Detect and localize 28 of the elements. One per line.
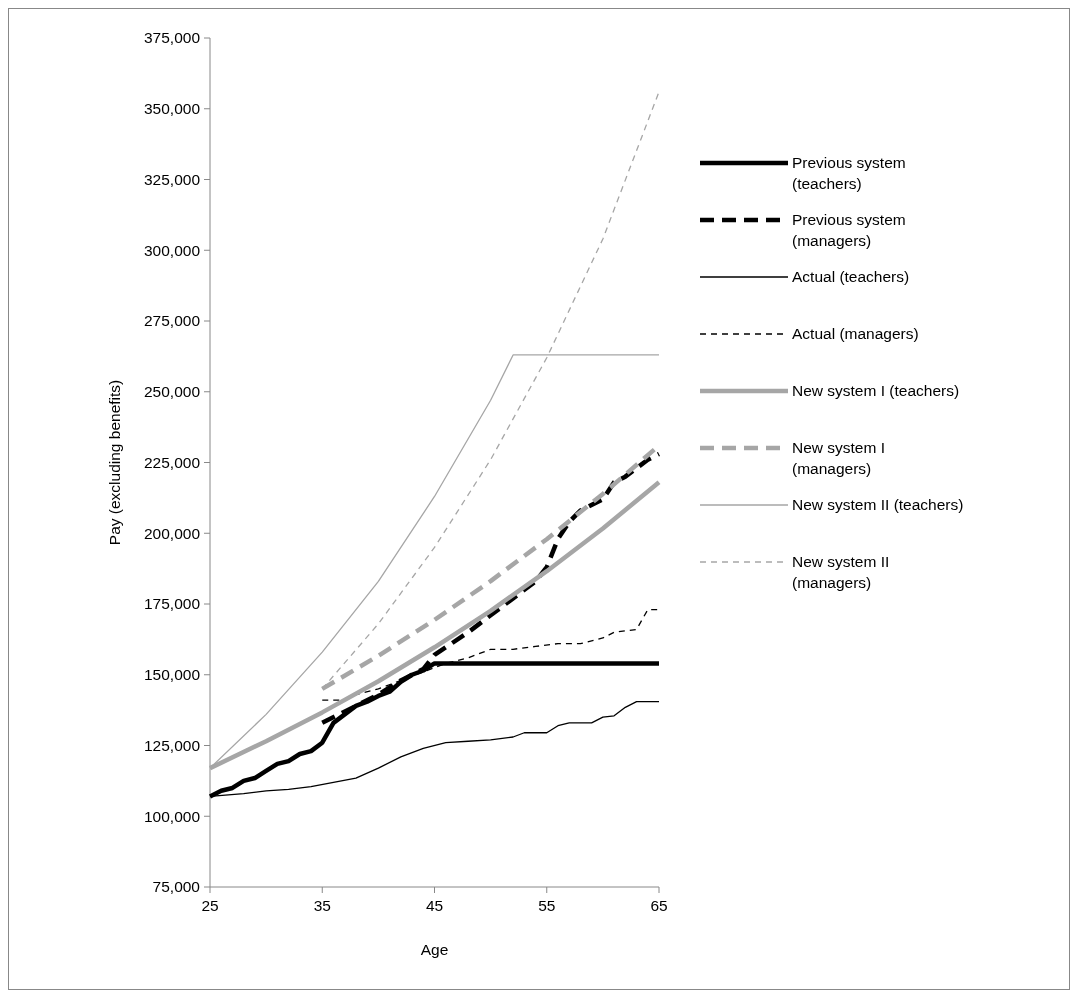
legend-label: Actual (teachers) — [792, 268, 910, 286]
y-axis-title: Pay (excluding benefits) — [106, 379, 123, 546]
legend-label: New system I (teachers) — [792, 382, 960, 400]
legend-label: Actual (managers) — [792, 325, 919, 343]
y-tick-label: 250,000 — [143, 383, 201, 401]
x-tick-label: 25 — [201, 897, 219, 914]
y-tick-label: 175,000 — [143, 595, 201, 613]
y-tick-label: 150,000 — [143, 666, 201, 684]
y-tick-label: 275,000 — [143, 312, 201, 330]
legend-label: Previous system (managers) — [792, 211, 906, 249]
y-tick-label: 225,000 — [143, 453, 201, 471]
y-tick-label: 350,000 — [143, 100, 201, 118]
y-tick-label: 125,000 — [143, 736, 201, 754]
y-tick-label: 375,000 — [143, 29, 201, 47]
x-tick-label: 35 — [313, 897, 331, 914]
legend-label: New system II (teachers) — [792, 496, 964, 514]
x-tick-label: 45 — [425, 897, 444, 914]
x-tick-label: 65 — [650, 897, 668, 914]
legend-label: New system I (managers) — [792, 439, 886, 477]
x-axis-title: Age — [420, 941, 449, 958]
y-tick-label: 300,000 — [143, 241, 201, 259]
y-tick-label: 325,000 — [143, 170, 201, 188]
y-tick-label: 100,000 — [143, 807, 201, 825]
y-tick-label: 200,000 — [143, 524, 201, 542]
y-tick-label: 75,000 — [152, 878, 201, 896]
x-tick-label: 55 — [538, 897, 556, 914]
legend-label: Previous system (teachers) — [792, 154, 906, 192]
legend-label: New system II (managers) — [792, 553, 890, 591]
